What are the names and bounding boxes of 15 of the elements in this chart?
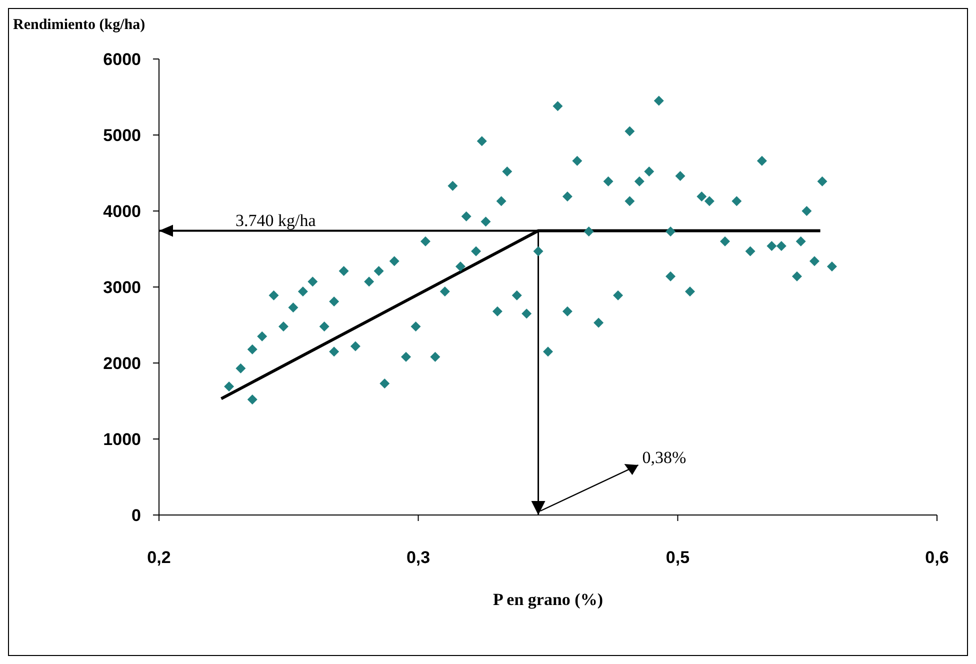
x-axis-title: P en grano (%) xyxy=(492,590,604,609)
y-tick-label: 2000 xyxy=(103,354,141,374)
y-tick-label: 6000 xyxy=(103,50,141,70)
y-tick-label: 5000 xyxy=(103,126,141,146)
x-tick-label: 0,3 xyxy=(406,548,430,568)
y-tick-label: 0 xyxy=(132,506,141,526)
annotation: 3.740 kg/ha xyxy=(236,210,316,230)
x-tick-label: 0,2 xyxy=(147,548,171,568)
y-tick-label: 3000 xyxy=(103,278,141,298)
x-tick-label: 0,5 xyxy=(666,548,690,568)
y-tick-label: 4000 xyxy=(103,202,141,222)
y-tick-label: 1000 xyxy=(103,430,141,450)
annotation: 0,38% xyxy=(642,448,686,467)
x-tick-label: 0,6 xyxy=(925,548,949,568)
y-axis-title: Rendimiento (kg/ha) xyxy=(13,17,146,34)
